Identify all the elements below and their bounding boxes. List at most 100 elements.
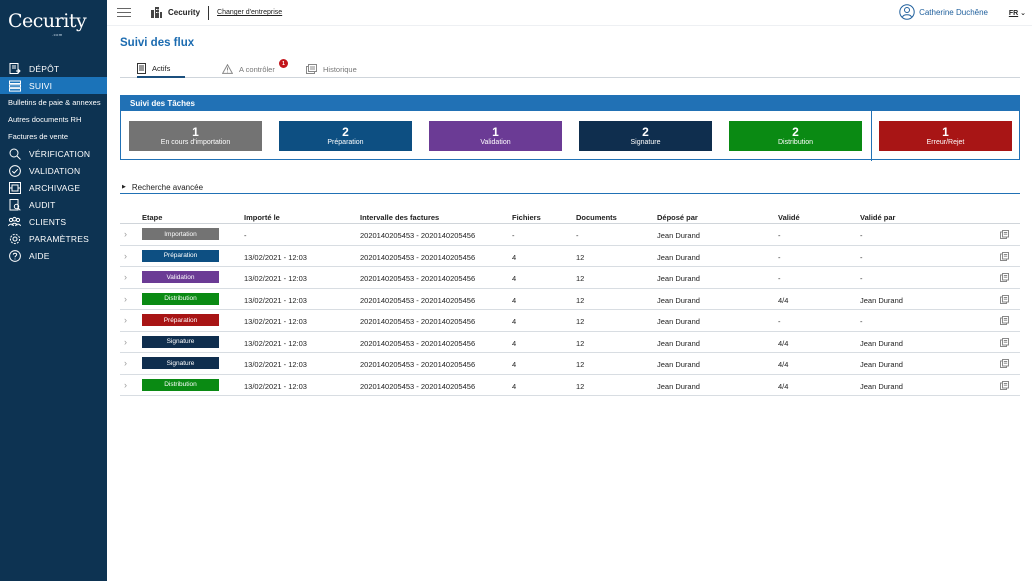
chevron-right-icon[interactable]: › — [124, 250, 127, 261]
documents-icon[interactable] — [1000, 294, 1009, 306]
documents-icon[interactable] — [1000, 359, 1009, 370]
column-header: Validé — [778, 213, 800, 222]
sidebar-item-label: PARAMÈTRES — [29, 233, 89, 244]
table-row[interactable]: › Préparation 13/02/2021 - 12:03 2020140205… — [120, 246, 1020, 267]
chevron-right-icon[interactable]: › — [124, 293, 127, 304]
caret-right-icon: ▶ — [122, 184, 126, 190]
advanced-search-label: Recherche avancée — [131, 182, 204, 192]
task-card-erreur-rejet[interactable]: 1 Erreur/Rejet — [879, 121, 1012, 151]
sidebar-item-label: VÉRIFICATION — [29, 148, 91, 159]
documents-icon[interactable] — [1000, 380, 1009, 392]
language-selector[interactable]: FR ⌄ — [1009, 9, 1026, 17]
menu-icon[interactable] — [117, 7, 131, 18]
chevron-right-icon[interactable]: › — [124, 358, 127, 368]
tab-a-controler[interactable]: A contrôler 1 — [222, 59, 288, 78]
chevron-right-icon[interactable]: › — [124, 229, 127, 239]
cell-validated: - — [778, 231, 781, 240]
user-menu[interactable]: Catherine Duchêne — [899, 4, 988, 20]
sidebar-item-archivage[interactable]: ARCHIVAGE — [0, 179, 107, 196]
stage-badge: Distribution — [142, 292, 219, 305]
column-header: Etape — [142, 213, 163, 222]
table-row[interactable]: › Signature 13/02/2021 - 12:03 202014020545… — [120, 332, 1020, 353]
task-card-label: Erreur/Rejet — [926, 138, 965, 146]
top-bar: Cecurity Changer d'entreprise Catherine … — [107, 0, 1032, 26]
chevron-right-icon[interactable]: › — [124, 336, 127, 347]
cell-validated-by: Jean Durand — [860, 360, 903, 369]
sidebar-item-validation[interactable]: VALIDATION — [0, 162, 107, 179]
documents-icon[interactable] — [1000, 251, 1009, 263]
logo-sub: .com — [52, 32, 63, 37]
cell-imported: 13/02/2021 - 12:03 — [244, 252, 307, 262]
cell-validated: - — [778, 317, 781, 326]
chevron-right-icon[interactable]: › — [124, 379, 127, 390]
logo[interactable]: Cecurity .com — [0, 0, 107, 48]
cell-imported: 13/02/2021 - 12:03 — [244, 274, 307, 283]
table-row[interactable]: › Distribution 13/02/2021 - 12:03 202014020… — [120, 375, 1020, 396]
cell-docs: - — [576, 231, 579, 240]
task-card-count: 2 — [792, 124, 799, 139]
cell-validated-by: - — [860, 317, 863, 326]
column-header: Validé par — [860, 213, 896, 222]
cell-range: 2020140205453 - 2020140205456 — [360, 274, 476, 283]
task-panel: Suivi des Tâches 1 En cours d'importation… — [120, 95, 1020, 161]
building-icon — [151, 7, 162, 18]
cell-docs: 12 — [576, 381, 585, 391]
company-name: Cecurity — [168, 8, 201, 17]
gear-icon — [8, 232, 21, 245]
page-title: Suivi des flux — [120, 37, 195, 49]
sidebar-item-suivi[interactable]: SUIVI — [0, 77, 107, 94]
sidebar-item-parametres[interactable]: PARAMÈTRES — [0, 230, 107, 247]
cell-range: 2020140205453 - 2020140205456 — [360, 360, 476, 369]
sidebar-item-aide[interactable]: AIDE — [0, 247, 107, 264]
task-card-en-cours-d-importation[interactable]: 1 En cours d'importation — [129, 121, 262, 151]
task-card-pr-paration[interactable]: 2 Préparation — [279, 121, 412, 151]
cell-by: Jean Durand — [657, 381, 700, 391]
cell-range: 2020140205453 - 2020140205456 — [360, 338, 476, 348]
sidebar-item-sub1[interactable]: Bulletins de paie & annexes — [0, 94, 107, 111]
sidebar-item-label: Bulletins de paie & annexes — [8, 98, 101, 107]
cell-validated-by: - — [860, 231, 863, 240]
table-row[interactable]: › Préparation 13/02/2021 - 12:03 2020140205… — [120, 310, 1020, 332]
sidebar-item-sub2[interactable]: Autres documents RH — [0, 111, 107, 128]
task-card-signature[interactable]: 2 Signature — [579, 121, 712, 151]
user-name: Catherine Duchêne — [919, 7, 988, 17]
documents-icon[interactable] — [1000, 273, 1009, 284]
documents-icon[interactable] — [1000, 230, 1009, 241]
chevron-right-icon[interactable]: › — [124, 272, 127, 282]
sidebar-item-depot[interactable]: DÉPÔT — [0, 60, 107, 77]
table-row[interactable]: › Validation 13/02/2021 - 12:03 20201402054… — [120, 267, 1020, 289]
task-card-count: 1 — [492, 124, 499, 139]
documents-icon[interactable] — [1000, 337, 1009, 349]
stage-badge: Validation — [142, 271, 219, 283]
stage-badge: Importation — [142, 228, 219, 240]
tab-label: Actifs — [152, 63, 171, 73]
cell-by: Jean Durand — [657, 252, 700, 262]
task-card-count: 1 — [192, 124, 199, 139]
documents-icon[interactable] — [1000, 316, 1009, 327]
sidebar-item-clients[interactable]: CLIENTS — [0, 213, 107, 230]
advanced-search-toggle[interactable]: ▶ Recherche avancée — [120, 181, 1020, 194]
column-header: Intervalle des factures — [360, 213, 440, 222]
sidebar-item-audit[interactable]: AUDIT — [0, 196, 107, 213]
tab-actifs[interactable]: Actifs — [137, 60, 186, 78]
task-card-distribution[interactable]: 2 Distribution — [729, 121, 862, 151]
sidebar-item-verification[interactable]: VÉRIFICATION — [0, 145, 107, 162]
sidebar-item-label: DÉPÔT — [29, 63, 60, 74]
cell-imported: 13/02/2021 - 12:03 — [244, 381, 307, 391]
list-icon — [8, 79, 21, 92]
table-row[interactable]: › Distribution 13/02/2021 - 12:03 202014020… — [120, 289, 1020, 310]
sidebar-item-sub3[interactable]: Factures de vente — [0, 128, 107, 145]
table-row[interactable]: › Importation - 2020140205453 - 20201402054… — [120, 224, 1020, 246]
sidebar-item-label: Autres documents RH — [8, 115, 82, 124]
change-company-link[interactable]: Changer d'entreprise — [217, 9, 283, 16]
chevron-right-icon[interactable]: › — [124, 315, 127, 325]
tab-historique[interactable]: Historique — [306, 60, 357, 78]
table-row[interactable]: › Signature 13/02/2021 - 12:03 202014020545… — [120, 353, 1020, 375]
task-card-validation[interactable]: 1 Validation — [429, 121, 562, 151]
cell-imported: 13/02/2021 - 12:03 — [244, 338, 307, 348]
cell-validated-by: Jean Durand — [860, 381, 903, 391]
sidebar-item-label: VALIDATION — [29, 165, 81, 176]
help-icon — [8, 249, 21, 262]
task-cards: 1 En cours d'importation 2 Préparation 1 Vali… — [121, 111, 1019, 161]
cell-range: 2020140205453 - 2020140205456 — [360, 295, 476, 305]
